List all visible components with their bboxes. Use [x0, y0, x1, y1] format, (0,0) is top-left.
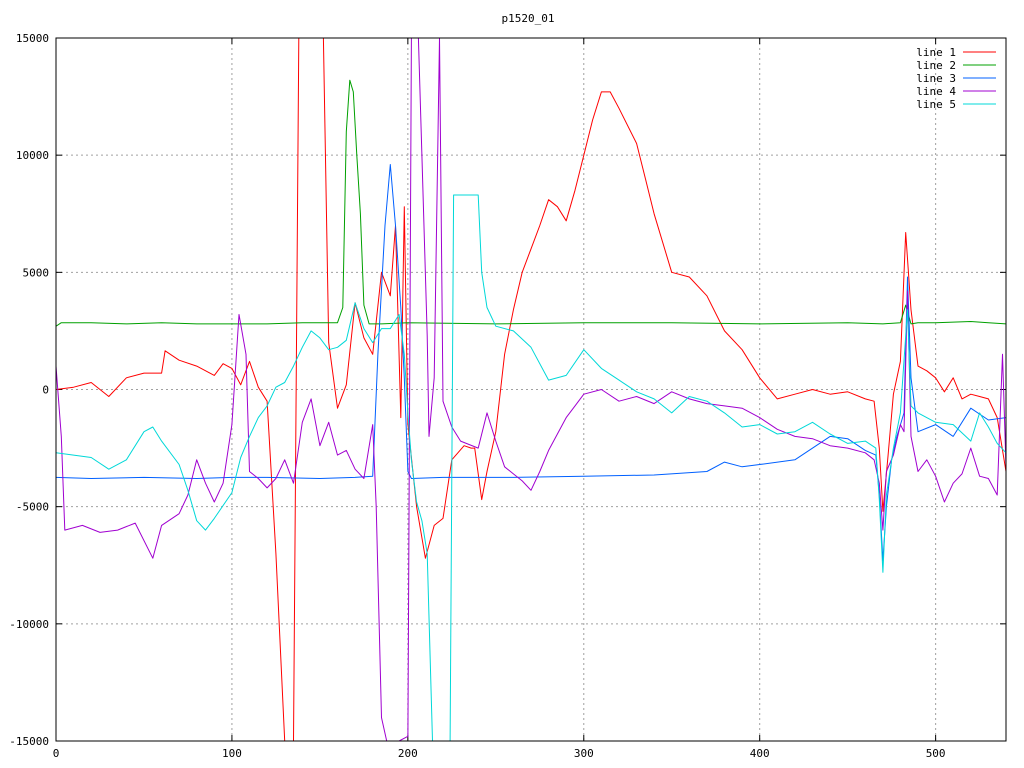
x-tick-label: 100 [222, 747, 242, 760]
series-line-5 [56, 194, 1006, 741]
y-tick-label: 5000 [23, 266, 50, 279]
x-axis-tick-labels: 0 100 200 300 400 500 [53, 747, 946, 760]
x-tick-label: 200 [398, 747, 418, 760]
x-tick-label: 300 [574, 747, 594, 760]
series-line-1 [56, 38, 1006, 741]
y-tick-label: 10000 [16, 149, 49, 162]
x-tick-label: 400 [750, 747, 770, 760]
y-tick-label: 0 [42, 384, 49, 397]
y-axis-tick-labels: -15000 -10000 -5000 0 5000 10000 15000 [9, 32, 49, 748]
plot-area-border [55, 37, 1007, 742]
legend-label-2: line 2 [916, 59, 956, 72]
grid-lines [56, 38, 1006, 741]
legend-label-1: line 1 [916, 46, 956, 59]
x-tick-label: 0 [53, 747, 60, 760]
chart-title: p1520_01 [502, 12, 555, 25]
legend-label-4: line 4 [916, 85, 956, 98]
y-tick-label: -5000 [16, 501, 49, 514]
legend-label-3: line 3 [916, 72, 956, 85]
x-tick-label: 500 [926, 747, 946, 760]
y-tick-label: -15000 [9, 735, 49, 748]
legend-label-5: line 5 [916, 98, 956, 111]
y-tick-label: -10000 [9, 618, 49, 631]
series-lines [56, 38, 1006, 741]
y-tick-label: 15000 [16, 32, 49, 45]
